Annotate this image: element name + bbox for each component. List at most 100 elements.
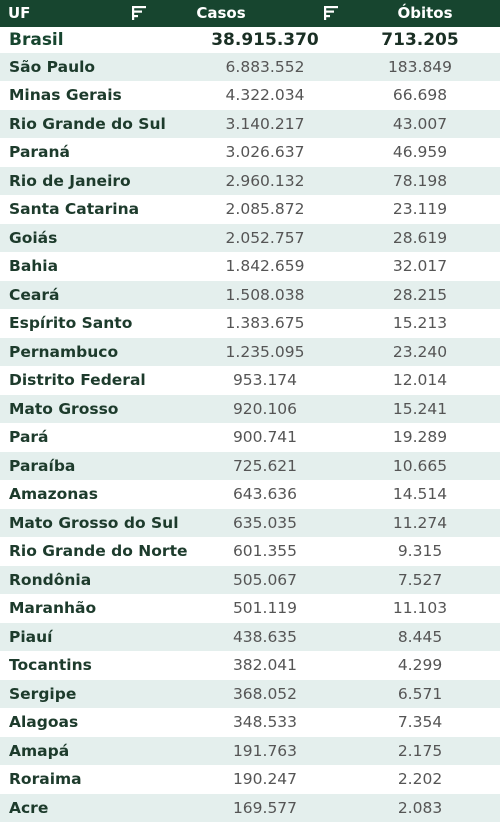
table-row: Acre 169.577 2.083 <box>0 793 500 822</box>
cell-uf: Piauí <box>9 627 53 646</box>
cell-uf: Rio Grande do Norte <box>9 542 188 561</box>
cell-obitos: 6.571 <box>397 684 443 703</box>
cell-obitos: 14.514 <box>392 485 448 504</box>
table-row: Espírito Santo 1.383.675 15.213 <box>0 309 500 338</box>
cell-casos: 900.741 <box>232 428 298 447</box>
cell-casos: 348.533 <box>232 713 298 732</box>
cell-obitos: 23.119 <box>392 200 448 219</box>
table-row: Ceará 1.508.038 28.215 <box>0 280 500 309</box>
cell-casos: 6.883.552 <box>225 57 305 76</box>
cell-uf: Tocantins <box>9 656 92 675</box>
cell-casos: 601.355 <box>232 542 298 561</box>
cell-casos: 38.915.370 <box>211 29 319 50</box>
header-obitos[interactable]: Óbitos <box>340 4 500 22</box>
table-row: Alagoas 348.533 7.354 <box>0 708 500 737</box>
cell-obitos: 28.619 <box>392 228 448 247</box>
header-casos[interactable]: Casos <box>160 4 340 22</box>
cell-casos: 920.106 <box>232 399 298 418</box>
cell-obitos: 28.215 <box>392 285 448 304</box>
cell-obitos: 7.354 <box>397 713 443 732</box>
cell-obitos: 10.665 <box>392 456 448 475</box>
cell-obitos: 2.083 <box>397 798 443 817</box>
table-row: Sergipe 368.052 6.571 <box>0 679 500 708</box>
table-row: Rio de Janeiro 2.960.132 78.198 <box>0 166 500 195</box>
table-row: Minas Gerais 4.322.034 66.698 <box>0 81 500 110</box>
cell-casos: 368.052 <box>232 684 298 703</box>
cell-casos: 501.119 <box>232 599 298 618</box>
cell-uf: Ceará <box>9 285 60 304</box>
sort-filter-icon[interactable] <box>130 4 148 22</box>
cell-uf: Santa Catarina <box>9 200 140 219</box>
table-row: Roraima 190.247 2.202 <box>0 765 500 794</box>
table-row: Rondônia 505.067 7.527 <box>0 565 500 594</box>
cell-casos: 3.026.637 <box>225 143 305 162</box>
cell-obitos: 43.007 <box>392 114 448 133</box>
header-uf[interactable]: UF <box>0 4 160 22</box>
table-row: Amapá 191.763 2.175 <box>0 736 500 765</box>
table-row: Mato Grosso 920.106 15.241 <box>0 394 500 423</box>
table-row: Amazonas 643.636 14.514 <box>0 480 500 509</box>
cell-uf: Espírito Santo <box>9 314 133 333</box>
table-row: Rio Grande do Norte 601.355 9.315 <box>0 537 500 566</box>
cell-casos: 169.577 <box>232 798 298 817</box>
cell-obitos: 11.274 <box>392 513 448 532</box>
cell-casos: 1.842.659 <box>225 257 305 276</box>
cell-casos: 1.508.038 <box>225 285 305 304</box>
sort-filter-icon[interactable] <box>322 4 340 22</box>
table-row: Pernambuco 1.235.095 23.240 <box>0 337 500 366</box>
cell-uf: Maranhão <box>9 599 97 618</box>
cell-uf: Rio Grande do Sul <box>9 114 166 133</box>
cell-obitos: 46.959 <box>392 143 448 162</box>
cell-obitos: 2.175 <box>397 741 443 760</box>
cell-obitos: 15.213 <box>392 314 448 333</box>
cell-casos: 1.235.095 <box>225 342 305 361</box>
table-row-total: Brasil 38.915.370 713.205 <box>0 26 500 53</box>
table-header: UF Casos Óbitos <box>0 0 500 27</box>
cell-casos: 953.174 <box>232 371 298 390</box>
table-row: Paraná 3.026.637 46.959 <box>0 138 500 167</box>
cell-casos: 505.067 <box>232 570 298 589</box>
cell-uf: Sergipe <box>9 684 77 703</box>
cell-casos: 191.763 <box>232 741 298 760</box>
cell-casos: 1.383.675 <box>225 314 305 333</box>
cell-uf: Alagoas <box>9 713 79 732</box>
cell-uf: São Paulo <box>9 57 96 76</box>
cell-uf: Pará <box>9 428 49 447</box>
cell-casos: 635.035 <box>232 513 298 532</box>
cell-uf: Paraná <box>9 143 71 162</box>
cell-casos: 2.960.132 <box>225 171 305 190</box>
cell-obitos: 8.445 <box>397 627 443 646</box>
cell-casos: 643.636 <box>232 485 298 504</box>
cell-uf: Distrito Federal <box>9 371 146 390</box>
table-row: Mato Grosso do Sul 635.035 11.274 <box>0 508 500 537</box>
table-row: Santa Catarina 2.085.872 23.119 <box>0 195 500 224</box>
cell-uf: Brasil <box>9 29 64 50</box>
header-casos-label: Casos <box>196 4 246 23</box>
cell-casos: 4.322.034 <box>225 86 305 105</box>
cell-casos: 438.635 <box>232 627 298 646</box>
cell-obitos: 7.527 <box>397 570 443 589</box>
table-row: São Paulo 6.883.552 183.849 <box>0 52 500 81</box>
cell-casos: 382.041 <box>232 656 298 675</box>
table-row: Distrito Federal 953.174 12.014 <box>0 366 500 395</box>
cell-obitos: 2.202 <box>397 770 443 789</box>
cell-obitos: 12.014 <box>392 371 448 390</box>
cell-obitos: 19.289 <box>392 428 448 447</box>
cell-uf: Mato Grosso <box>9 399 119 418</box>
cell-obitos: 713.205 <box>381 29 459 50</box>
cell-obitos: 66.698 <box>392 86 448 105</box>
cell-obitos: 9.315 <box>397 542 443 561</box>
cell-uf: Mato Grosso do Sul <box>9 513 179 532</box>
header-uf-label: UF <box>8 4 31 23</box>
cell-obitos: 4.299 <box>397 656 443 675</box>
cell-obitos: 11.103 <box>392 599 448 618</box>
table-row: Maranhão 501.119 11.103 <box>0 594 500 623</box>
cell-casos: 190.247 <box>232 770 298 789</box>
cell-uf: Paraíba <box>9 456 76 475</box>
cell-casos: 2.085.872 <box>225 200 305 219</box>
cell-casos: 3.140.217 <box>225 114 305 133</box>
cell-casos: 2.052.757 <box>225 228 305 247</box>
cell-uf: Rio de Janeiro <box>9 171 131 190</box>
cell-uf: Minas Gerais <box>9 86 122 105</box>
